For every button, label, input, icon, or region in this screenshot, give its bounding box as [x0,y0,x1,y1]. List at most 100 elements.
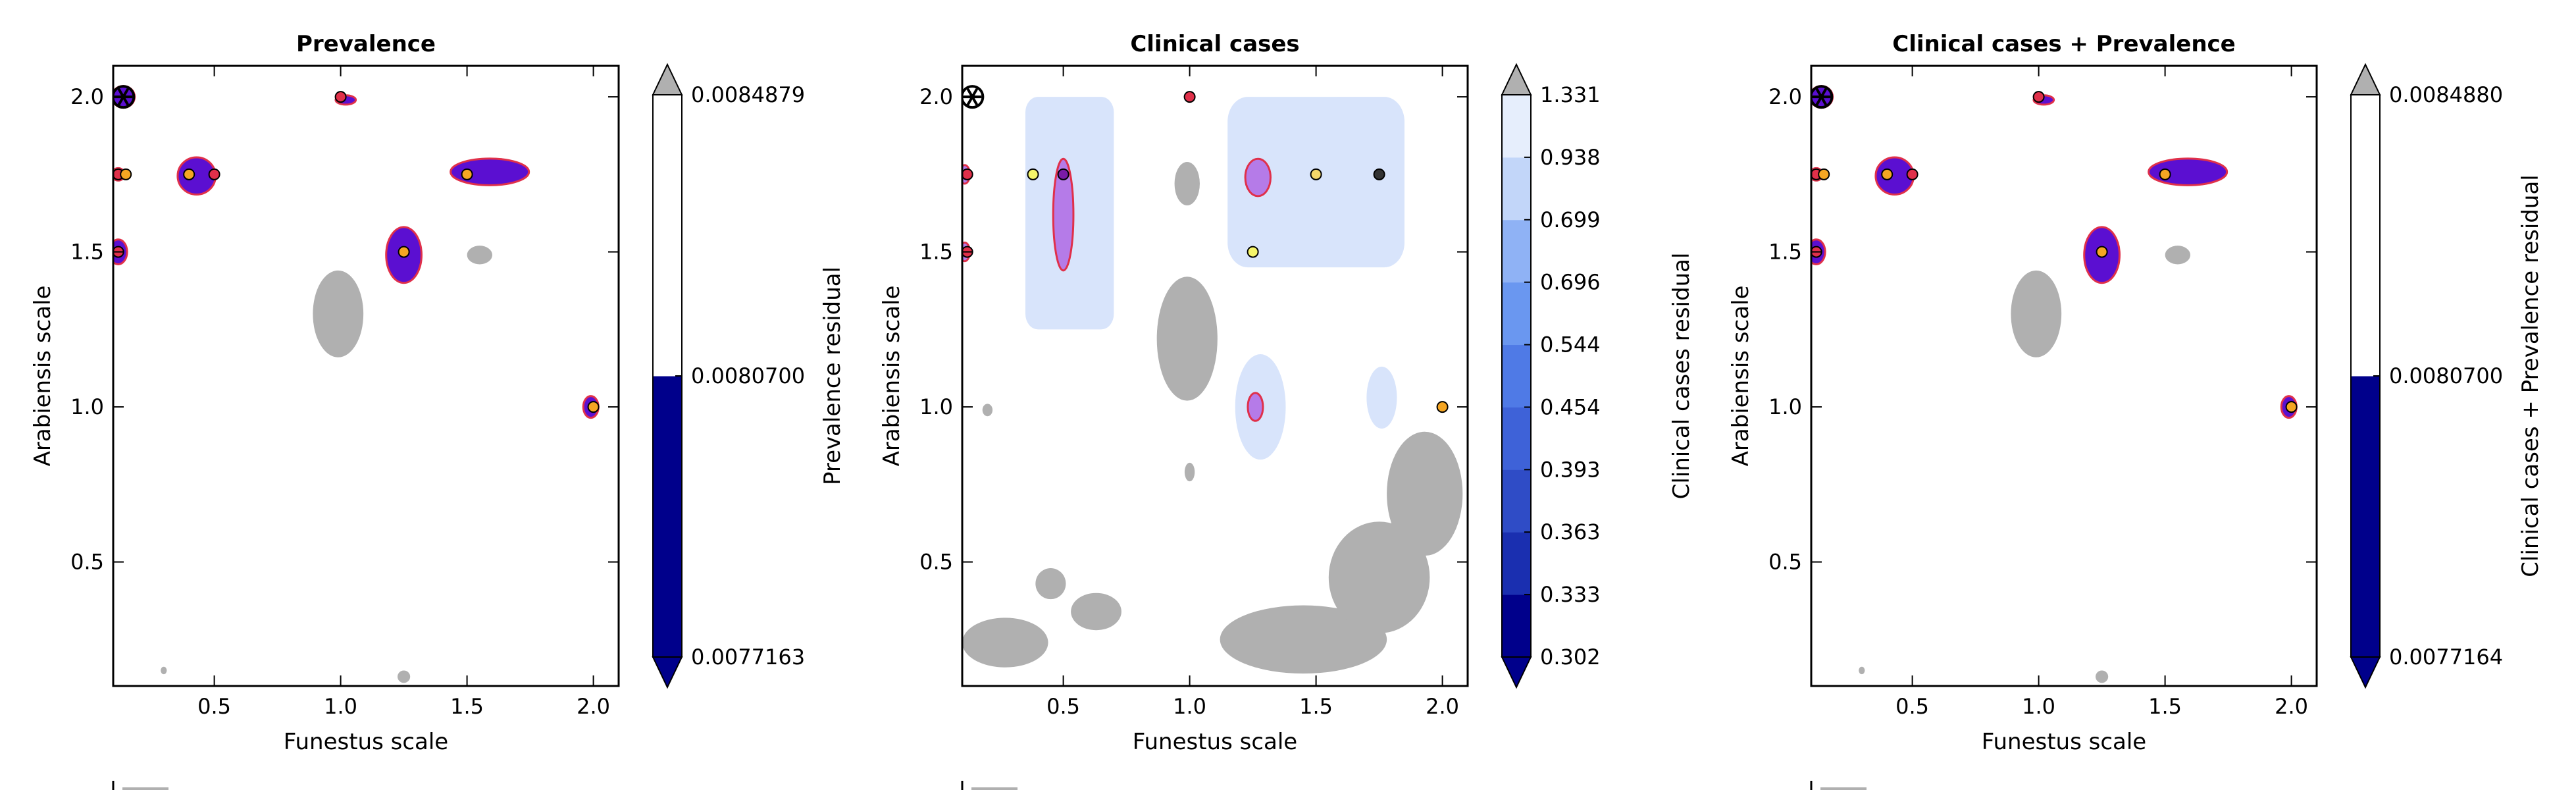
colorbar-segment [653,376,682,658]
y-tick-label: 2.0 [70,84,104,109]
contour-region [1859,666,1865,675]
y-axis-label: Arabiensis scale [30,286,56,467]
colorbar-segment [2351,95,2380,377]
plot-frame [961,65,1469,687]
colorbar-tick-label: 0.0080700 [691,363,805,388]
legend-swatch [122,787,168,790]
plot-frame [1810,65,2318,687]
data-point [1906,168,1919,180]
data-point [2285,401,2298,413]
colorbar-frame [1501,94,1532,658]
colorbar-segment [1502,407,1531,470]
x-tick-label: 2.0 [577,694,610,719]
y-tick-label: 1.0 [1768,394,1802,419]
contour-region [982,404,993,417]
colorbar-segment [653,95,682,377]
colorbar-tick-label: 0.333 [1540,582,1601,607]
colorbar-tick-label: 0.393 [1540,457,1601,482]
data-point [1057,168,1069,180]
data-point [183,168,195,180]
contour-region [2165,246,2190,265]
colorbar-extend-min [652,656,683,689]
y-tick-label: 2.0 [1768,84,1802,109]
y-tick-label: 2.0 [919,84,953,109]
chart-title: Prevalence [296,31,436,57]
contour-region [1052,157,1075,272]
y-tick-label: 1.5 [1768,240,1802,265]
colorbar: 0.0077163 0.0080700 0.0084879 Prevalence re… [652,63,846,689]
colorbar: 0.0077164 0.0080700 0.0084880 Clinical case… [2350,63,2544,689]
colorbar-tick-label: 0.699 [1540,207,1601,232]
data-point [1436,401,1449,413]
colorbar-tick-label: 0.0077164 [2389,645,2503,670]
colorbar-label: Clinical cases + Prevalence residual [2517,174,2544,577]
y-tick-label: 1.0 [919,394,953,419]
colorbar-segment [1502,157,1531,221]
colorbar-segment [2351,376,2380,658]
x-tick-label: 1.0 [324,694,357,719]
contour-region [161,666,167,675]
contour-region [1220,605,1387,674]
y-tick-label: 1.5 [70,240,104,265]
plot-frame [112,65,620,687]
colorbar-extend-max [1501,63,1532,95]
contour-region [1247,392,1264,422]
colorbar-tick-label: 0.0080700 [2389,363,2503,388]
contour-region [962,618,1048,668]
chart-title: Clinical cases [1130,31,1299,57]
contour-region [1156,276,1218,401]
colorbar-extend-max [652,63,683,95]
legend-swatch [1820,787,1867,790]
x-tick-label: 0.5 [1895,694,1929,719]
colorbar-segment [1502,594,1531,658]
x-axis-label: Funestus scale [1982,729,2146,755]
data-point [2159,168,2171,180]
colorbar-tick-label: 0.454 [1540,394,1601,419]
chart-title: Clinical cases + Prevalence [1892,31,2236,57]
data-point [1818,168,1830,180]
data-point [2032,91,2045,103]
contour-region [398,670,411,683]
y-axis-label: Arabiensis scale [1728,286,1754,467]
colorbar-segment [1502,282,1531,346]
contour-region [1174,162,1200,205]
colorbar-extend-min [2350,656,2381,689]
y-tick-label: 1.5 [919,240,953,265]
colorbar-label: Prevalence residual [819,267,846,485]
data-point [962,168,973,180]
data-point [1373,168,1385,180]
x-tick-label: 1.5 [1299,694,1333,719]
x-tick-label: 1.0 [1173,694,1206,719]
colorbar-label: Clinical cases residual [1668,253,1695,500]
colorbar-tick-label: 0.544 [1540,332,1601,357]
y-axis-label: Arabiensis scale [879,286,905,467]
contour-region [1328,521,1430,633]
contour-region [1366,366,1397,429]
chart-panel-1: 0.5 1.0 1.5 2.0 0.5 1.0 1.5 2.0 Prevalence Funest… [30,31,846,790]
x-tick-label: 1.5 [450,694,484,719]
y-tick-label: 1.0 [70,394,104,419]
contour-region [467,246,492,265]
legend-swatch [971,787,1018,790]
contour-region [1387,431,1463,556]
y-tick-label: 0.5 [1768,550,1802,575]
contour-region [1244,157,1272,198]
x-axis-label: Funestus scale [1133,729,1297,755]
plot-area [113,66,619,686]
data-point [1881,168,1893,180]
colorbar-segment [1502,344,1531,408]
data-point [1247,246,1259,258]
contour-region [1184,462,1195,482]
colorbar-tick-label: 0.0077163 [691,645,805,670]
colorbar-tick-label: 0.696 [1540,270,1601,295]
contour-region [1227,97,1404,268]
x-tick-label: 2.0 [1426,694,1459,719]
contour-region [1071,592,1121,631]
colorbar-tick-label: 1.331 [1540,82,1601,107]
x-tick-label: 0.5 [1046,694,1080,719]
colorbar-segment [1502,95,1531,158]
colorbar-tick-label: 0.363 [1540,519,1601,544]
plot-area [1811,66,2317,686]
x-tick-label: 2.0 [2275,694,2308,719]
